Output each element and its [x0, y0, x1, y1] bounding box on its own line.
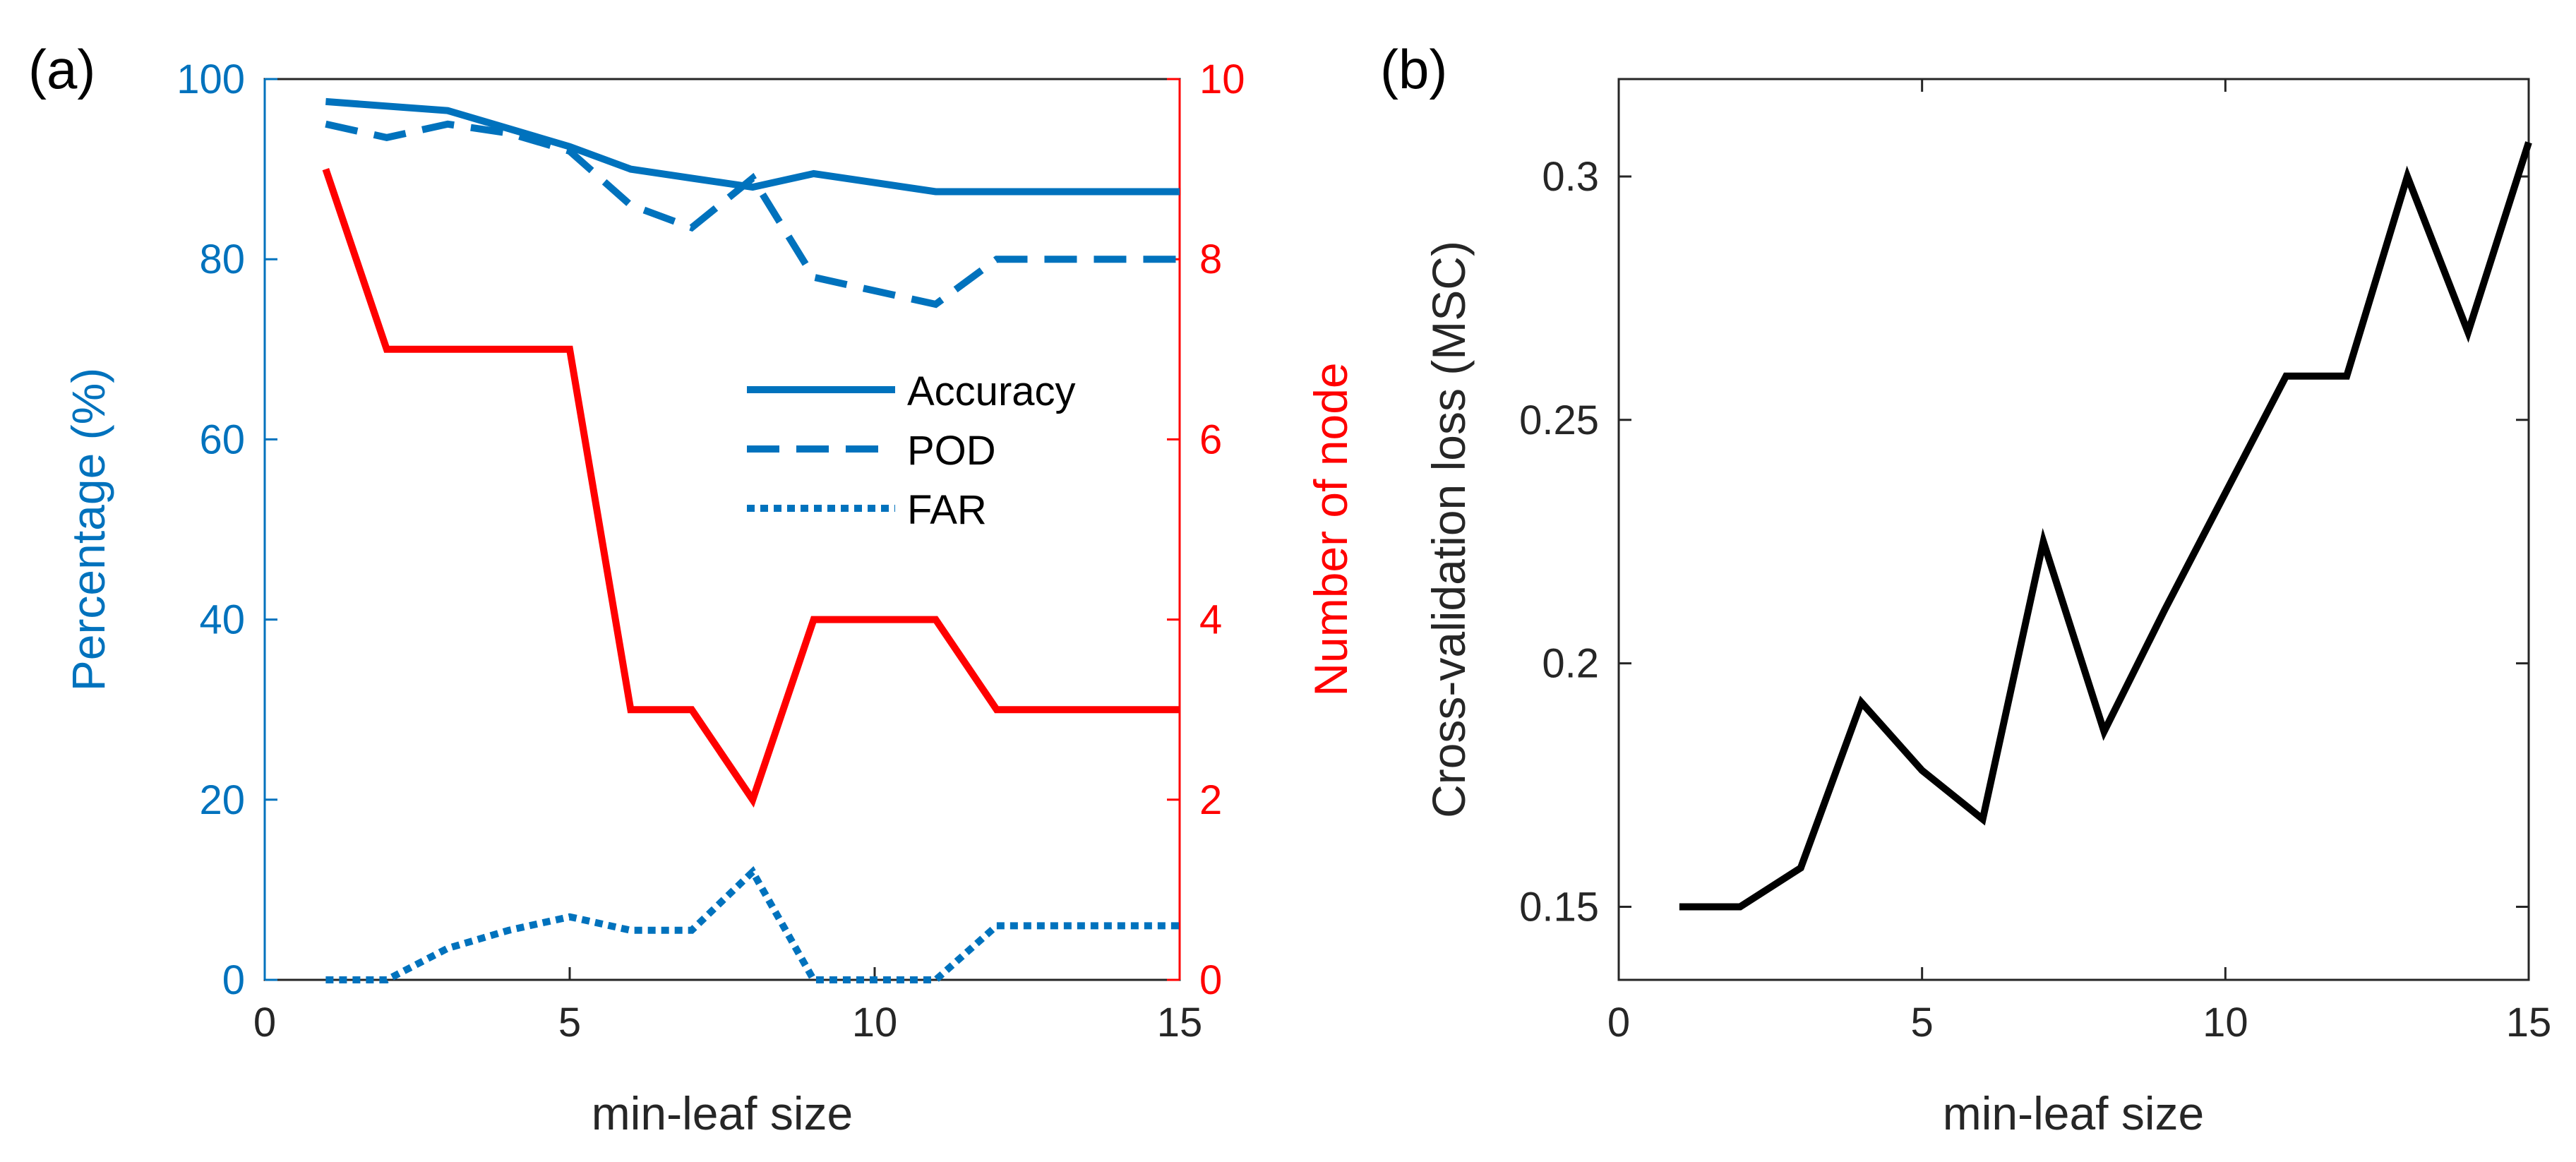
panel-a-y-ticks-left: 0 20 40 60 80 100	[176, 56, 277, 1003]
panel-a-legend: Accuracy POD FAR	[747, 369, 1076, 533]
panel-b-x-tick-label: 5	[1911, 1000, 1934, 1046]
panel-b-x-tick-label: 15	[2506, 1000, 2552, 1046]
panel-a-y-left-tick-label: 0	[222, 957, 245, 1003]
panel-b-x-tick-label: 0	[1607, 1000, 1630, 1046]
panel-a-y-left-tick-label: 20	[199, 777, 245, 823]
panel-a-y-left-tick-label: 60	[199, 417, 245, 462]
panel-a-x-tick-label: 5	[558, 1000, 581, 1046]
panel-a-y-right-tick-label: 6	[1199, 417, 1222, 462]
panel-b-lines	[1679, 141, 2532, 911]
panel-a-x-tick-label: 15	[1157, 1000, 1203, 1046]
panel-b-y-tick-label: 0.25	[1519, 397, 1599, 443]
panel-b-x-ticks: 0 5 10 15	[1607, 79, 2551, 1046]
panel-a-series-line-far	[325, 865, 1180, 983]
legend-label-pod: POD	[907, 428, 996, 474]
panel-a-y-right-tick-label: 2	[1199, 777, 1222, 823]
legend-label-far: FAR	[907, 487, 987, 533]
panel-a-label: (a)	[28, 38, 95, 100]
panel-a-y-right-tick-label: 8	[1199, 236, 1222, 282]
panel-a: (a) 0 5 10 15 0 20 40 60 80 100 0 2 4 6 8 10 min-leaf…	[28, 38, 1357, 1139]
panel-a-x-tick-label: 10	[852, 1000, 898, 1046]
legend-label-accuracy: Accuracy	[907, 369, 1076, 414]
panel-b-y-ticks: 0.15 0.2 0.25 0.3	[1519, 154, 2529, 930]
panel-a-y-ticks-right: 0 2 4 6 8 10	[1167, 56, 1245, 1003]
panel-a-x-tick-label: 0	[253, 1000, 276, 1046]
panel-a-lines	[322, 97, 1180, 983]
panel-a-y-left-tick-label: 100	[176, 56, 245, 102]
panel-a-series-line-accuracy	[325, 97, 1180, 196]
panel-b-x-axis-label: min-leaf size	[1943, 1087, 2204, 1139]
panel-a-plot-frame	[263, 78, 1181, 981]
panel-a-y-left-tick-label: 80	[199, 236, 245, 282]
panel-a-y-right-tick-label: 10	[1199, 56, 1245, 102]
panel-a-series-line-pod	[325, 120, 1180, 309]
panel-b-x-tick-label: 10	[2203, 1000, 2248, 1046]
panel-b-plot-frame	[1617, 78, 2530, 981]
panel-a-y-left-tick-label: 40	[199, 597, 245, 643]
panel-b-y-tick-label: 0.15	[1519, 885, 1599, 930]
panel-b-y-axis-label: Cross-validation loss (MSC)	[1422, 241, 1475, 818]
panel-a-series-line-node-count	[322, 167, 1180, 808]
panel-a-y-right-tick-label: 4	[1199, 597, 1222, 643]
panel-a-x-axis-label: min-leaf size	[592, 1087, 853, 1139]
panel-b-y-tick-label: 0.2	[1542, 641, 1599, 687]
panel-b-series-line-cv-loss	[1679, 141, 2532, 911]
panel-b: (b) 0 5 10 15 0.150.20.250.3 min-leaf size …	[1380, 38, 2551, 1139]
panel-a-y-right-tick-label: 0	[1199, 957, 1222, 1003]
panel-b-label: (b)	[1380, 38, 1447, 100]
panel-b-y-tick-label: 0.3	[1542, 154, 1599, 200]
panel-a-y-axis-label-right: Number of node	[1305, 362, 1357, 696]
panel-a-y-axis-label-left: Percentage (%)	[62, 368, 114, 692]
